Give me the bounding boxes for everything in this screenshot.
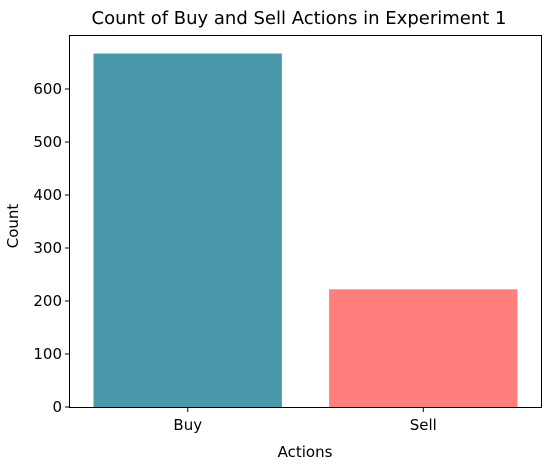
x-tick-label: Sell [410, 416, 437, 434]
y-tick-label: 100 [33, 345, 62, 363]
y-tick-label: 200 [33, 292, 62, 310]
axes-frame [69, 35, 542, 408]
y-tick-label: 400 [33, 186, 62, 204]
y-tick-label: 600 [33, 80, 62, 98]
y-axis-ticks: 0 100 200 300 400 500 600 [33, 80, 70, 416]
y-axis-label: Count [4, 204, 22, 249]
x-tick-label: Buy [173, 416, 202, 434]
y-tick-label: 300 [33, 239, 62, 257]
y-tick-label: 0 [52, 398, 62, 416]
bar-sell [329, 289, 518, 407]
x-axis-ticks: Buy Sell [173, 407, 437, 434]
chart-title: Count of Buy and Sell Actions in Experim… [92, 8, 507, 29]
bars-layer [93, 53, 518, 407]
x-axis-label: Actions [278, 443, 333, 461]
bar-buy [93, 53, 282, 407]
y-tick-label: 500 [33, 133, 62, 151]
